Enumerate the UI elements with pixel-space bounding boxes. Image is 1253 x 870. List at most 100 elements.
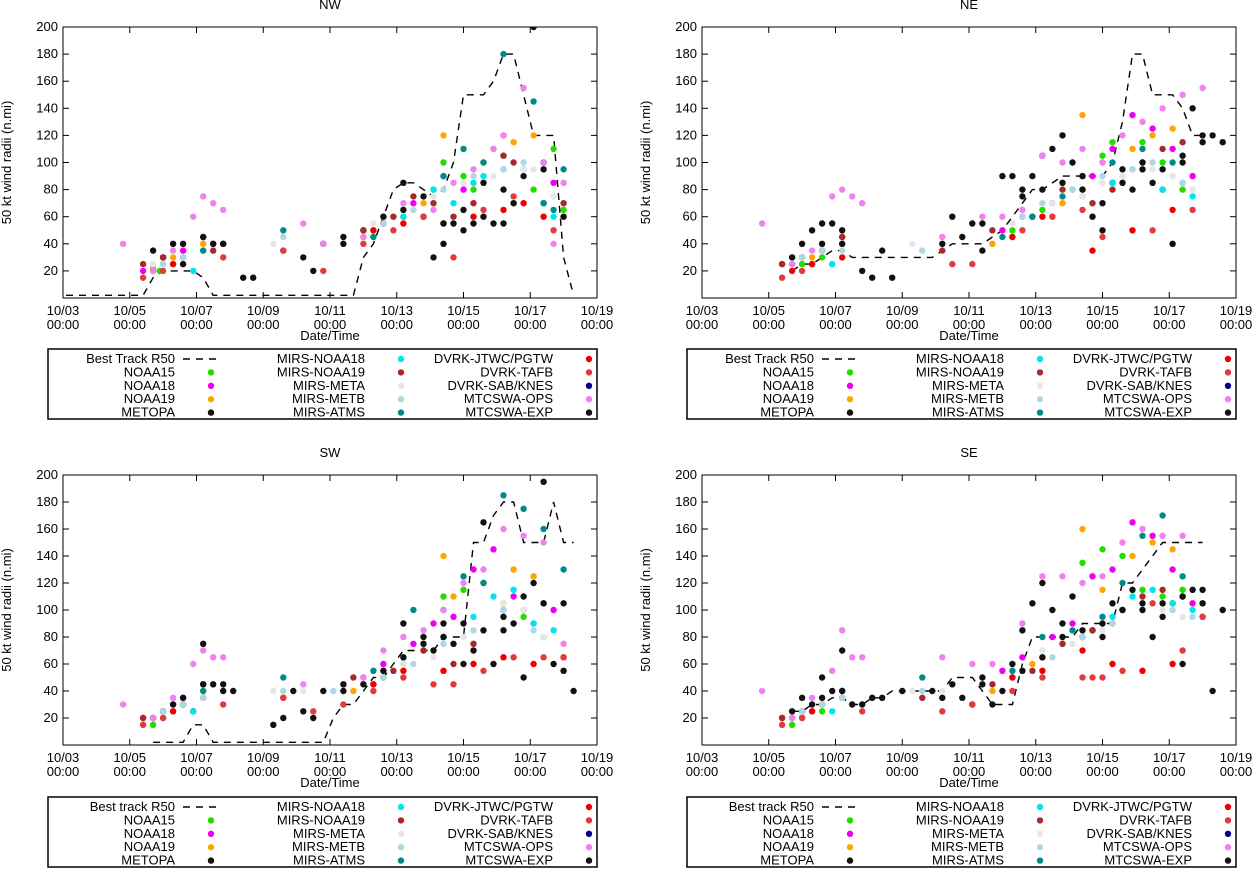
legend-swatch xyxy=(1224,857,1232,864)
data-point xyxy=(560,667,567,674)
data-point xyxy=(1209,687,1216,695)
legend-swatch xyxy=(1036,369,1044,376)
series-mirs-meta xyxy=(149,600,547,722)
y-tick-label: 120 xyxy=(36,127,58,142)
data-point xyxy=(989,701,996,708)
data-point xyxy=(1149,125,1156,132)
data-point xyxy=(470,186,477,193)
legend-swatch xyxy=(1224,817,1232,824)
data-point xyxy=(450,681,457,688)
data-point xyxy=(480,566,487,573)
legend-label: MIRS-ATMS xyxy=(932,853,1004,868)
legend-label: DVRK-SAB/KNES xyxy=(1087,378,1193,393)
x-tick-label-time: 00:00 xyxy=(380,317,413,332)
data-point xyxy=(1099,627,1106,634)
data-point xyxy=(430,620,437,627)
data-point xyxy=(859,267,866,275)
data-point xyxy=(999,667,1006,674)
y-tick-label: 160 xyxy=(675,73,697,88)
x-tick-label-time: 00:00 xyxy=(447,764,480,779)
data-point xyxy=(949,213,956,220)
x-tick-label-date: 10/15 xyxy=(1086,303,1119,318)
legend-label: NOAA18 xyxy=(124,378,175,393)
legend-swatch xyxy=(207,830,215,837)
data-point xyxy=(1169,606,1176,614)
data-point xyxy=(220,687,227,695)
series-noaa19 xyxy=(149,132,547,272)
data-point xyxy=(979,247,986,254)
series-noaa15 xyxy=(788,546,1186,728)
data-point xyxy=(999,172,1006,180)
legend-label: DVRK-JTWC/PGTW xyxy=(434,351,554,366)
data-point xyxy=(480,179,487,186)
data-point xyxy=(440,240,447,247)
x-tick-label-date: 10/03 xyxy=(686,303,719,318)
data-point xyxy=(1169,600,1176,607)
data-point xyxy=(300,254,307,261)
legend-label: MIRS-METB xyxy=(292,391,365,406)
data-point xyxy=(758,687,766,695)
data-point xyxy=(510,200,517,207)
legend-label: MIRS-META xyxy=(932,378,1004,393)
data-point xyxy=(380,674,387,681)
data-point xyxy=(520,159,527,166)
data-point xyxy=(500,186,507,193)
data-point xyxy=(1199,84,1206,92)
legend-box xyxy=(686,796,1237,868)
data-point xyxy=(460,660,467,668)
data-point xyxy=(560,200,567,207)
x-tick-label-date: 10/09 xyxy=(886,303,919,318)
data-point xyxy=(280,714,287,722)
data-point xyxy=(520,674,527,681)
data-point xyxy=(540,525,547,533)
data-point xyxy=(939,708,946,715)
series-noaa19 xyxy=(149,552,537,722)
data-point xyxy=(430,200,437,207)
data-point xyxy=(390,213,397,220)
data-point xyxy=(919,694,926,701)
data-point xyxy=(560,640,567,647)
data-point xyxy=(939,687,946,695)
data-point xyxy=(1039,647,1046,654)
data-point xyxy=(480,667,487,674)
data-point xyxy=(1079,647,1086,654)
x-tick-label-date: 10/09 xyxy=(247,750,280,765)
legend-swatch xyxy=(207,396,215,403)
data-point xyxy=(159,267,167,275)
data-point xyxy=(540,213,547,220)
data-point xyxy=(250,274,257,281)
legend-label: NOAA18 xyxy=(763,826,814,841)
data-point xyxy=(1059,640,1066,647)
data-point xyxy=(1189,105,1196,112)
legend-label: Best track R50 xyxy=(90,799,175,814)
data-point xyxy=(500,627,507,634)
data-point xyxy=(818,240,826,247)
data-point xyxy=(839,647,846,654)
x-tick-label-date: 10/15 xyxy=(1086,750,1119,765)
data-point xyxy=(200,681,207,688)
data-point xyxy=(270,721,277,728)
x-tick-label-date: 10/07 xyxy=(180,303,213,318)
data-point xyxy=(1039,573,1046,580)
data-point xyxy=(1159,586,1166,593)
data-point xyxy=(300,681,307,688)
data-point xyxy=(1009,220,1016,227)
data-point xyxy=(1139,600,1146,607)
chart-se: SE2040608010012014016018020010/0300:0010… xyxy=(638,445,1252,868)
data-point xyxy=(1009,660,1016,668)
data-point xyxy=(440,620,447,627)
data-point xyxy=(200,647,207,654)
x-tick-label-time: 00:00 xyxy=(752,317,785,332)
data-point xyxy=(1039,667,1046,674)
data-point xyxy=(370,687,377,695)
data-point xyxy=(280,227,287,234)
x-axis-label: Date/Time xyxy=(939,775,998,790)
data-point xyxy=(550,193,557,200)
legend-swatch xyxy=(846,409,854,416)
data-point xyxy=(758,220,766,227)
x-tick-label-time: 00:00 xyxy=(581,764,614,779)
data-point xyxy=(1169,566,1176,573)
data-point xyxy=(1079,579,1086,587)
x-tick-label-date: 10/11 xyxy=(314,750,346,765)
data-point xyxy=(919,674,926,681)
